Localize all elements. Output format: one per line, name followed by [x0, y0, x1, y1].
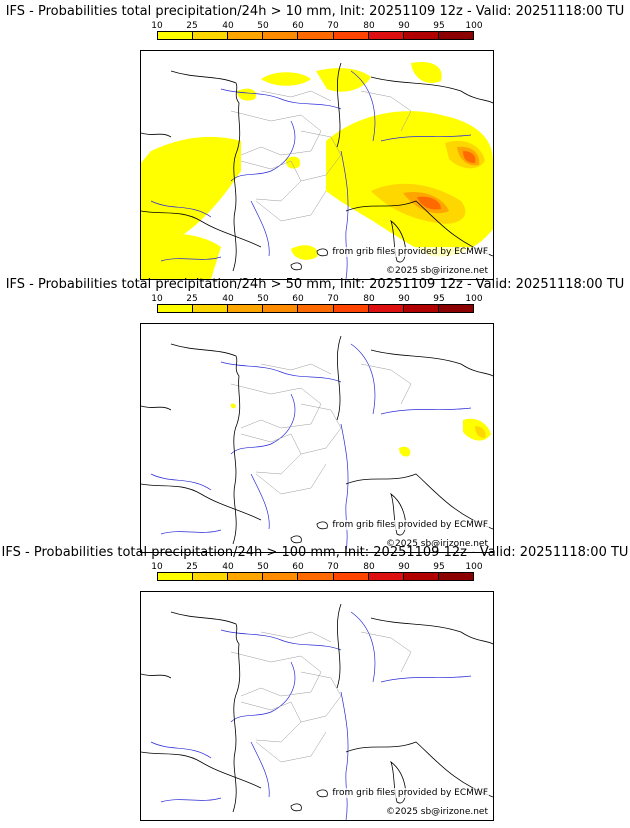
colorbar-swatch	[228, 573, 264, 580]
admin-borders	[230, 631, 412, 763]
rivers	[150, 611, 472, 820]
colorbar-swatch	[403, 573, 439, 580]
colorbar-swatch	[298, 573, 334, 580]
panel-50mm: IFS - Probabilities total precipitation/…	[0, 277, 630, 553]
colorbar-swatch	[228, 32, 264, 39]
colorbar-swatch	[403, 305, 439, 312]
colorbar-swatch	[158, 305, 194, 312]
panel-100mm: IFS - Probabilities total precipitation/…	[0, 545, 630, 821]
source-credit: from grib files provided by ECMWF	[331, 520, 489, 530]
colorbar-swatch	[158, 573, 194, 580]
colorbar-swatch	[298, 32, 334, 39]
colorbar-tick: 50	[257, 562, 269, 572]
colorbar-tick: 10	[151, 562, 163, 572]
admin-borders	[230, 363, 412, 495]
rivers	[150, 343, 472, 552]
colorbar-tick: 95	[433, 21, 445, 31]
colorbar-ticks: 10 25 40 50 60 70 80 90 95 100	[140, 294, 497, 304]
colorbar-tick: 80	[363, 21, 375, 31]
colorbar-tick: 100	[465, 21, 483, 31]
panel-title: IFS - Probabilities total precipitation/…	[1, 545, 629, 560]
colorbar-tick: 100	[465, 562, 483, 572]
precip-fill	[230, 403, 491, 457]
colorbar-tick: 90	[398, 294, 410, 304]
copyright-credit: ©2025 sb@irizone.net	[385, 266, 489, 276]
colorbar-swatch	[263, 305, 299, 312]
colorbar-tick: 60	[292, 21, 304, 31]
colorbar	[157, 304, 474, 313]
colorbar-tick: 80	[363, 562, 375, 572]
copyright-credit: ©2025 sb@irizone.net	[385, 807, 489, 817]
colorbar-tick: 80	[363, 294, 375, 304]
colorbar-swatch	[228, 305, 264, 312]
colorbar-swatch	[438, 32, 473, 39]
precip-map	[141, 335, 493, 552]
precip-map	[141, 603, 493, 820]
colorbar-swatch	[438, 305, 473, 312]
colorbar-tick: 60	[292, 562, 304, 572]
colorbar-tick: 90	[398, 21, 410, 31]
panel-title: IFS - Probabilities total precipitation/…	[5, 4, 625, 19]
source-credit: from grib files provided by ECMWF	[331, 788, 489, 798]
colorbar-swatch	[368, 32, 404, 39]
colorbar-tick: 40	[222, 562, 234, 572]
map-frame: from grib files provided by ECMWF ©2025 …	[140, 50, 494, 280]
colorbar-swatch	[193, 305, 229, 312]
colorbar-tick: 60	[292, 294, 304, 304]
colorbar-tick: 40	[222, 294, 234, 304]
colorbar-swatch	[193, 32, 229, 39]
colorbar-swatch	[158, 32, 194, 39]
rivers	[150, 70, 472, 279]
colorbar-swatch	[263, 573, 299, 580]
colorbar-tick: 70	[327, 294, 339, 304]
panel-title: IFS - Probabilities total precipitation/…	[5, 277, 625, 292]
colorbar-tick: 90	[398, 562, 410, 572]
colorbar-ticks: 10 25 40 50 60 70 80 90 95 100	[140, 562, 497, 572]
colorbar-swatch	[298, 305, 334, 312]
source-credit: from grib files provided by ECMWF	[331, 247, 489, 257]
colorbar-swatch	[333, 305, 369, 312]
colorbar-swatch	[263, 32, 299, 39]
colorbar-ticks: 10 25 40 50 60 70 80 90 95 100	[140, 21, 497, 31]
admin-borders	[230, 90, 412, 222]
colorbar-tick: 10	[151, 294, 163, 304]
colorbar-tick: 10	[151, 21, 163, 31]
colorbar-swatch	[333, 573, 369, 580]
colorbar-swatch	[403, 32, 439, 39]
colorbar-tick: 95	[433, 562, 445, 572]
colorbar-tick: 25	[186, 294, 198, 304]
panel-10mm: IFS - Probabilities total precipitation/…	[0, 4, 630, 280]
colorbar-tick: 70	[327, 562, 339, 572]
precip-map	[141, 61, 493, 279]
colorbar-tick: 40	[222, 21, 234, 31]
map-frame: from grib files provided by ECMWF ©2025 …	[140, 323, 494, 553]
colorbar-tick: 100	[465, 294, 483, 304]
colorbar-tick: 25	[186, 562, 198, 572]
copyright-credit: ©2025 sb@irizone.net	[385, 539, 489, 549]
colorbar-swatch	[333, 32, 369, 39]
colorbar	[157, 572, 474, 581]
colorbar-tick: 50	[257, 21, 269, 31]
colorbar-tick: 25	[186, 21, 198, 31]
colorbar-swatch	[368, 573, 404, 580]
precip-fill	[141, 61, 493, 279]
coastlines-borders	[141, 62, 493, 272]
colorbar-swatch	[438, 573, 473, 580]
map-frame: from grib files provided by ECMWF ©2025 …	[140, 591, 494, 821]
coastlines-borders	[141, 603, 493, 813]
colorbar	[157, 31, 474, 40]
colorbar-tick: 70	[327, 21, 339, 31]
colorbar-swatch	[193, 573, 229, 580]
colorbar-tick: 50	[257, 294, 269, 304]
colorbar-swatch	[368, 305, 404, 312]
coastlines-borders	[141, 335, 493, 545]
colorbar-tick: 95	[433, 294, 445, 304]
